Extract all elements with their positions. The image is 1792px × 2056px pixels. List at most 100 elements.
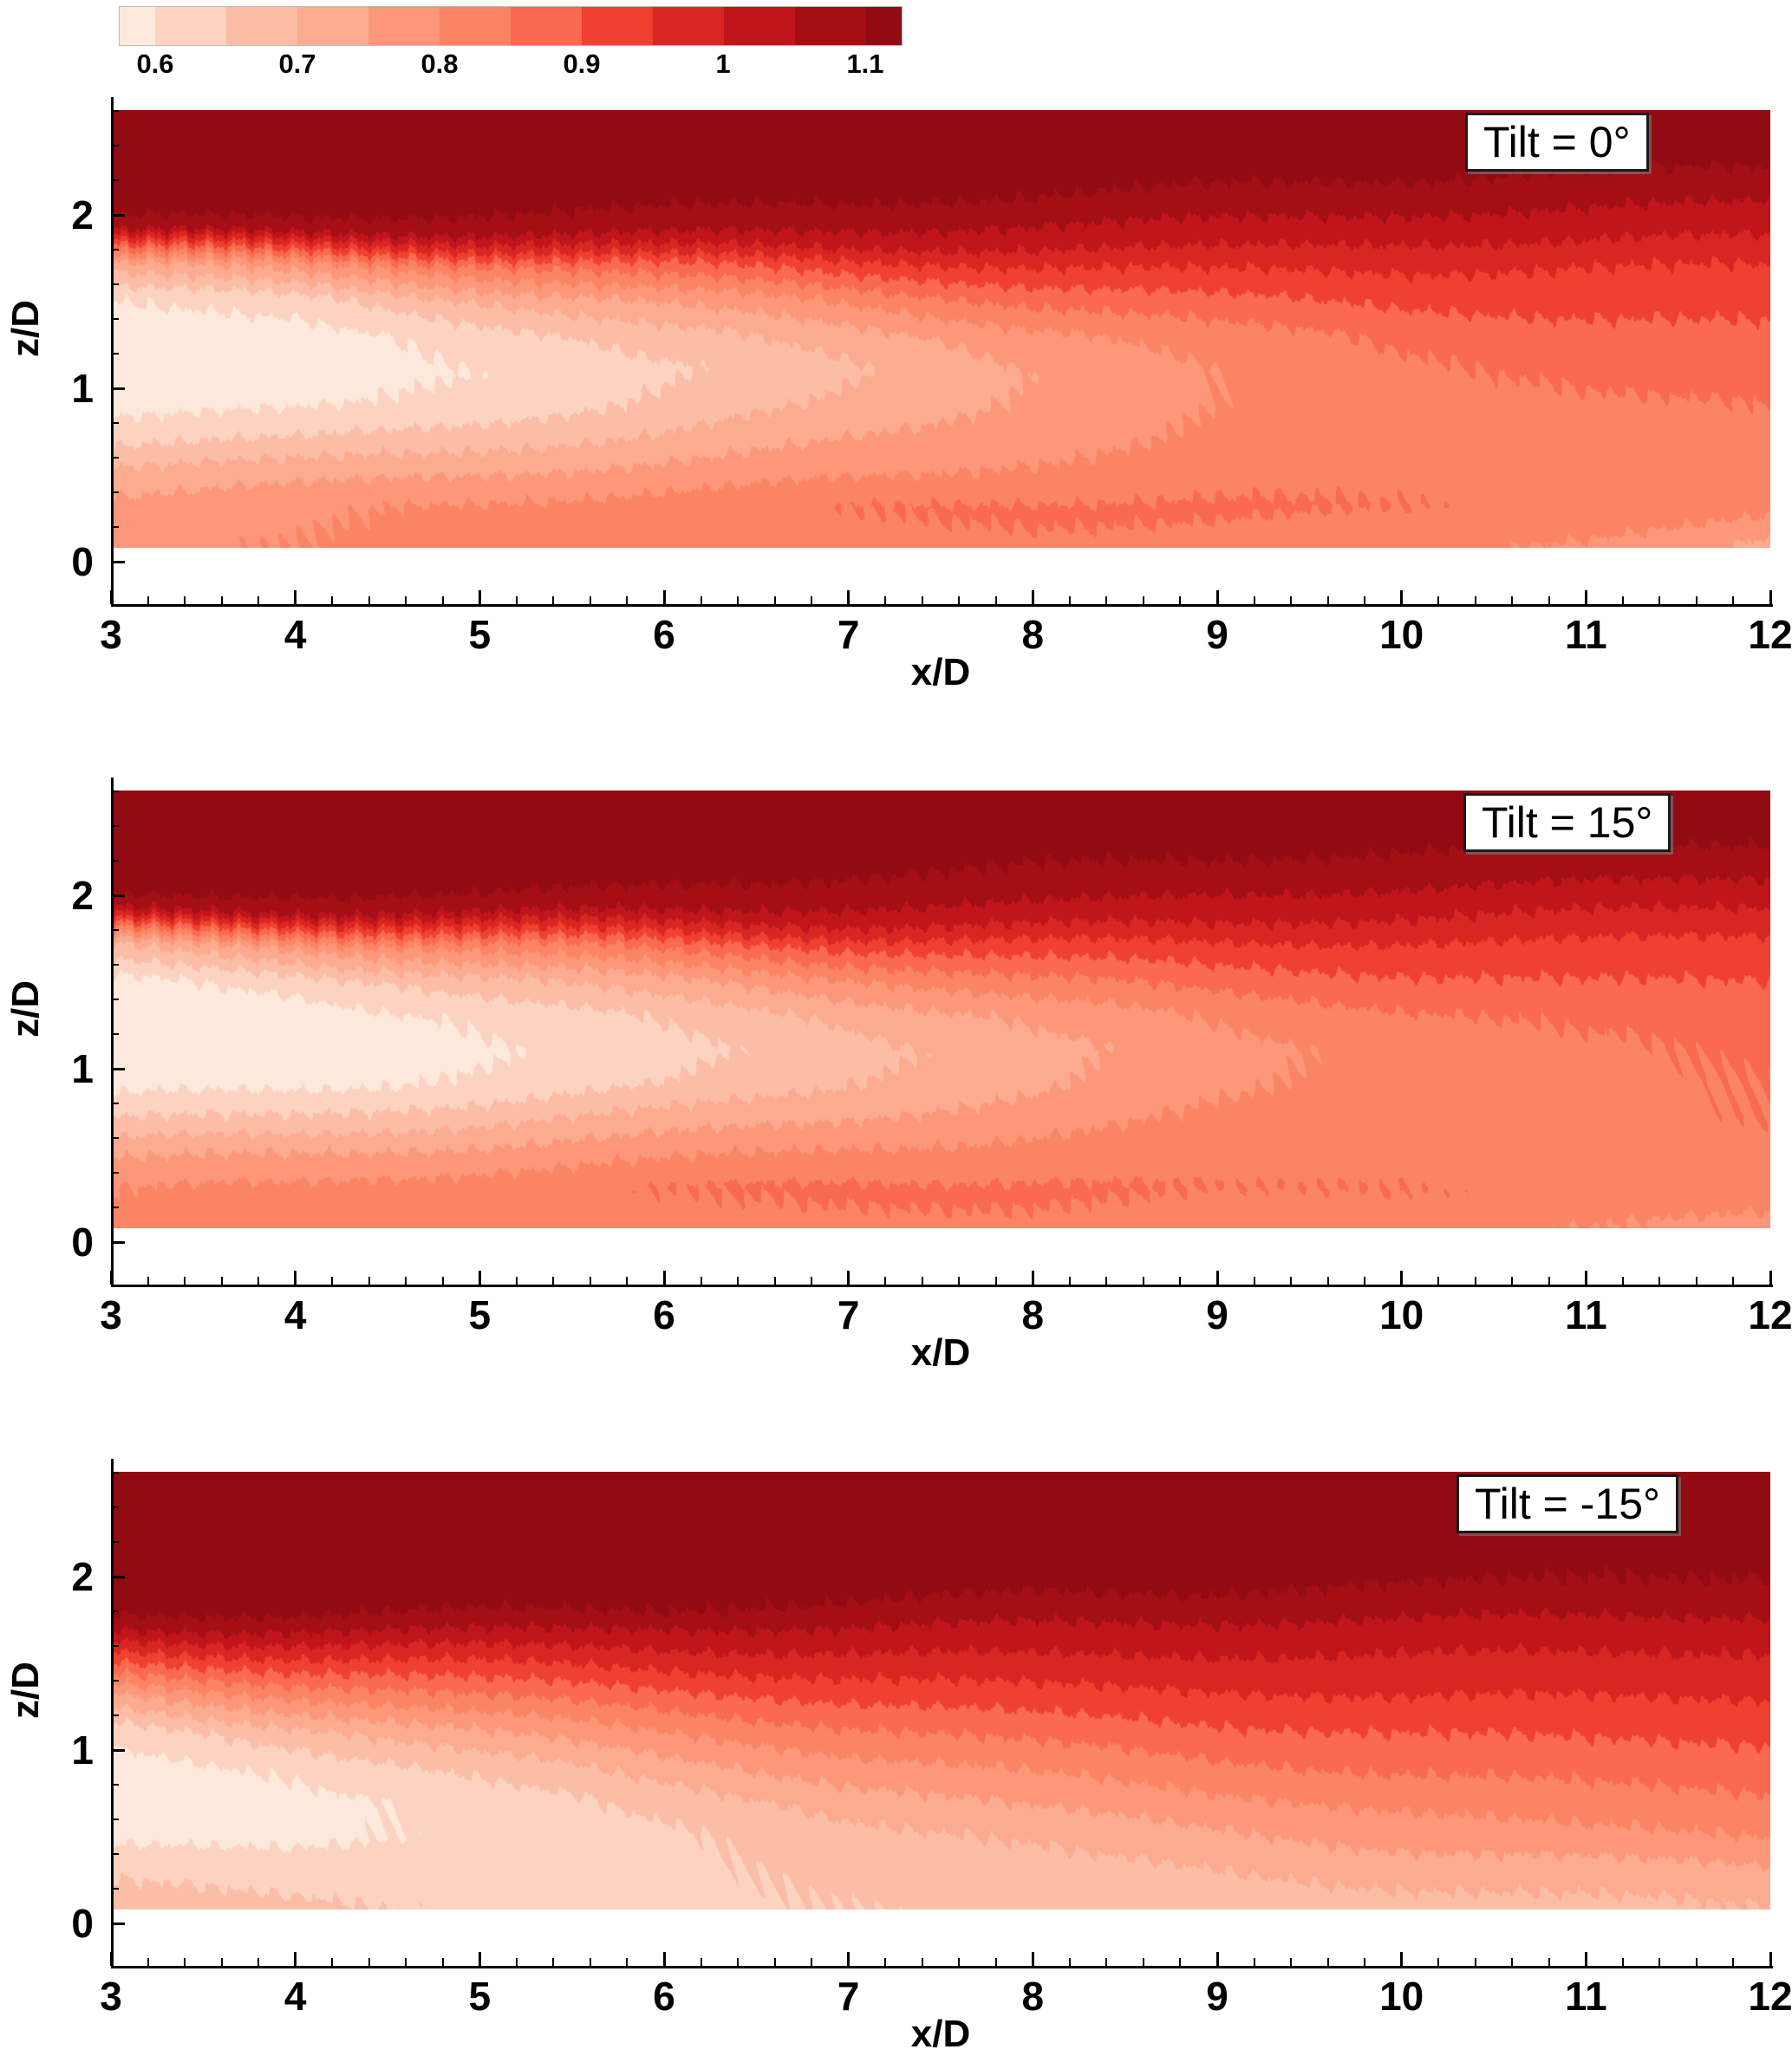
x-minor-tick [1142,596,1144,604]
colorbar-segment [440,7,511,45]
x-major-tick [109,590,113,604]
y-minor-tick [111,1506,119,1508]
y-minor-tick [111,999,119,1000]
x-minor-tick [1437,1958,1440,1966]
x-minor-tick [1621,596,1624,604]
colorbar-segment [155,7,226,45]
x-minor-tick [1548,1277,1550,1285]
x-tick-label: 6 [653,1974,675,2019]
x-minor-tick [773,1277,776,1285]
y-minor-tick [111,1645,119,1647]
colorbar-label: 0.8 [420,49,459,79]
x-minor-tick [958,1277,961,1285]
x-tick-label: 11 [1565,612,1607,657]
y-minor-tick [111,1784,119,1786]
x-minor-tick [1105,1277,1108,1285]
x-minor-tick [257,1277,260,1285]
y-minor-tick [111,1137,119,1139]
x-minor-tick [184,596,186,604]
x-major-tick [1031,1952,1034,1966]
x-major-tick [847,1952,850,1966]
x-minor-tick [1437,596,1440,604]
x-minor-tick [552,1958,555,1966]
x-major-tick [478,590,481,604]
x-minor-tick [552,596,555,604]
y-major-tick [111,1067,125,1070]
x-tick-label: 9 [1206,612,1228,657]
x-minor-tick [1695,1958,1698,1966]
x-minor-tick [884,1277,887,1285]
x-axis-title: x/D [910,2013,971,2055]
colorbar-segment [511,7,582,45]
y-minor-tick [111,283,119,285]
y-minor-tick [111,1472,119,1474]
x-major-tick [1031,590,1034,604]
x-tick-label: 4 [283,1292,307,1337]
x-minor-tick [441,1277,444,1285]
x-major-tick [1769,590,1772,604]
y-minor-tick [111,1888,119,1890]
x-major-tick [1584,1271,1587,1285]
x-major-tick [1031,1271,1034,1285]
y-tick-label: 0 [71,1901,94,1946]
x-minor-tick [257,1958,260,1966]
x-major-tick [1584,590,1587,604]
y-tick-label: 1 [71,1046,94,1091]
x-minor-tick [1326,1958,1329,1966]
y-minor-tick [111,110,119,112]
x-minor-tick [1290,596,1293,604]
x-minor-tick [1658,1958,1661,1966]
x-minor-tick [1253,1958,1255,1966]
y-major-tick [111,1240,125,1244]
x-minor-tick [1621,1958,1624,1966]
x-minor-tick [737,1958,740,1966]
y-minor-tick [111,791,119,792]
x-minor-tick [1142,1277,1144,1285]
x-minor-tick [994,1277,997,1285]
x-minor-tick [331,596,334,604]
x-minor-tick [1437,1277,1440,1285]
x-minor-tick [626,1958,629,1966]
colorbar-label: 1 [715,49,731,79]
x-major-tick [1215,1271,1219,1285]
y-minor-tick [111,1033,119,1035]
colorbar-segment [724,7,795,45]
x-minor-tick [1474,596,1476,604]
x-minor-tick [1474,1958,1476,1966]
x-major-tick [847,1271,850,1285]
x-minor-tick [257,596,260,604]
x-tick-label: 11 [1565,1974,1607,2019]
x-major-tick [109,1271,113,1285]
x-minor-tick [773,596,776,604]
x-minor-tick [368,596,370,604]
x-minor-tick [220,596,223,604]
panel-title-tilt-0: Tilt = 0° [1465,113,1649,172]
x-major-tick [662,590,666,604]
y-tick-label: 2 [71,192,94,237]
x-minor-tick [1695,1277,1698,1285]
x-minor-tick [1511,1277,1514,1285]
y-minor-tick [111,1541,119,1543]
x-minor-tick [700,596,702,604]
x-minor-tick [405,1277,407,1285]
y-tick-label: 1 [71,1727,94,1773]
x-minor-tick [1364,1277,1366,1285]
x-minor-tick [700,1958,702,1966]
x-major-tick [478,1271,481,1285]
x-tick-label: 12 [1748,1292,1792,1337]
x-minor-tick [921,1277,923,1285]
x-tick-label: 10 [1379,1292,1424,1337]
x-minor-tick [811,1958,813,1966]
x-tick-label: 7 [837,612,860,657]
y-tick-label: 2 [71,1554,94,1599]
x-tick-label: 12 [1748,1974,1792,2019]
x-tick-label: 5 [468,1974,492,2019]
x-minor-tick [626,1277,629,1285]
x-minor-tick [147,596,149,604]
x-minor-tick [1253,596,1255,604]
x-minor-tick [737,596,740,604]
y-minor-tick [111,1714,119,1716]
y-major-tick [111,387,125,390]
y-minor-tick [111,249,119,250]
x-tick-label: 7 [837,1292,860,1337]
